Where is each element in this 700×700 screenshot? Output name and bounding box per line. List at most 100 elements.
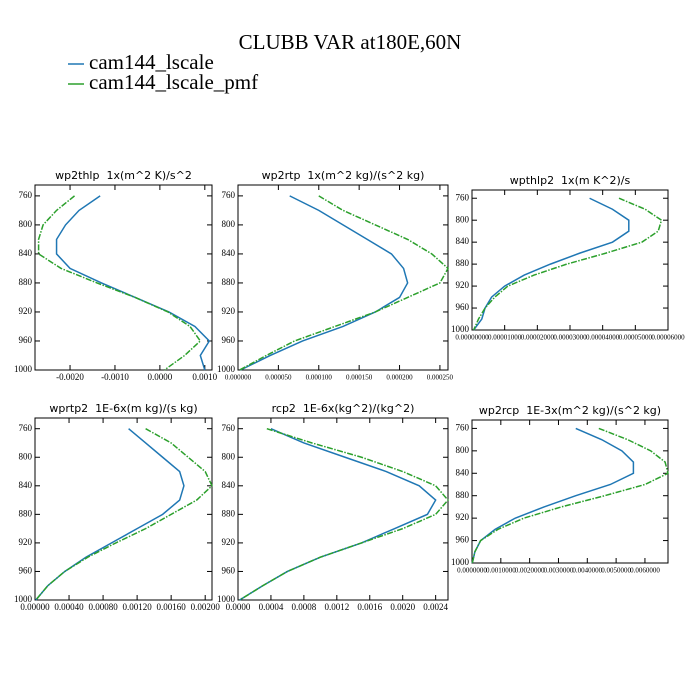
panel-title: wp2thlp 1x(m^2 K)/s^2 <box>55 169 192 182</box>
y-tick-label: 920 <box>19 306 33 316</box>
x-tick-label: 0.0060000 <box>630 567 660 575</box>
y-tick-label: 760 <box>222 423 236 433</box>
x-tick-label: 0.0010 <box>192 372 217 382</box>
y-tick-label: 800 <box>456 445 470 455</box>
y-tick-label: 840 <box>456 467 470 477</box>
y-tick-label: 1000 <box>14 594 33 604</box>
y-tick-label: 1000 <box>451 557 470 567</box>
y-tick-label: 960 <box>456 535 470 545</box>
y-tick-label: 840 <box>222 248 236 258</box>
x-tick-label: 0.00040 <box>54 602 84 612</box>
profile-line <box>471 427 669 564</box>
y-tick-label: 960 <box>19 566 33 576</box>
y-tick-label: 1000 <box>217 364 236 374</box>
y-tick-label: 1000 <box>217 594 236 604</box>
y-tick-label: 960 <box>19 335 33 345</box>
profile-line <box>35 428 213 601</box>
x-tick-label: 0.00120 <box>122 602 152 612</box>
x-tick-label: 0.00004000 <box>586 334 620 342</box>
x-tick-label: 0.00005000 <box>619 334 653 342</box>
y-tick-label: 1000 <box>451 324 470 334</box>
x-tick-label: 0.0024 <box>423 602 448 612</box>
panel-title: wpthlp2 1x(m K^2)/s <box>510 174 631 187</box>
y-tick-label: 920 <box>456 512 470 522</box>
plot-frame <box>237 184 449 371</box>
x-tick-label: 0.000050 <box>265 374 292 382</box>
y-tick-label: 840 <box>222 480 236 490</box>
x-tick-label: 0.0040000 <box>572 567 602 575</box>
y-tick-label: 800 <box>19 451 33 461</box>
y-tick-label: 920 <box>222 537 236 547</box>
x-tick-label: 0.00080 <box>88 602 118 612</box>
plot-frame <box>34 417 213 601</box>
x-tick-label: 0.0020000 <box>515 567 545 575</box>
x-tick-label: 0.000250 <box>427 374 454 382</box>
x-tick-label: 0.00160 <box>157 602 187 612</box>
y-tick-label: 880 <box>456 490 470 500</box>
x-tick-label: 0.0050000 <box>601 567 631 575</box>
x-tick-label: 0.00000 <box>20 602 50 612</box>
y-tick-label: 960 <box>222 335 236 345</box>
profile-line <box>37 195 202 371</box>
x-tick-label: 0.0004 <box>259 602 284 612</box>
y-tick-label: 920 <box>19 537 33 547</box>
x-tick-label: 0.0016 <box>357 602 382 612</box>
profile-line <box>472 197 663 331</box>
x-tick-label: 0.00002000 <box>521 334 555 342</box>
x-tick-label: 0.000200 <box>386 374 413 382</box>
x-tick-label: 0.0008 <box>292 602 317 612</box>
figure-title: CLUBB VAR at180E,60N <box>239 30 462 54</box>
panel-title: wprtp2 1E-6x(m kg)/(s kg) <box>49 402 197 415</box>
panel-title: rcp2 1E-6x(kg^2)/(kg^2) <box>272 402 415 415</box>
x-tick-label: 0.0000 <box>226 602 251 612</box>
x-tick-label: -0.0020 <box>56 372 84 382</box>
y-tick-label: 800 <box>222 219 236 229</box>
y-tick-label: 880 <box>19 277 33 287</box>
x-tick-label: 0.000100 <box>306 374 333 382</box>
x-tick-label: 0.0000000 <box>457 567 487 575</box>
plot-frame <box>237 417 449 601</box>
y-tick-label: 880 <box>19 508 33 518</box>
y-tick-label: 920 <box>456 280 470 290</box>
profile-line <box>55 195 211 371</box>
y-tick-label: 840 <box>456 236 470 246</box>
y-tick-label: 920 <box>222 306 236 316</box>
y-tick-label: 760 <box>456 422 470 432</box>
plot-frame <box>34 184 213 371</box>
x-tick-label: 0.00006000 <box>651 334 685 342</box>
x-tick-label: 0.00003000 <box>553 334 587 342</box>
y-tick-label: 760 <box>19 190 33 200</box>
panel-title: wp2rcp 1E-3x(m^2 kg)/(s^2 kg) <box>479 404 661 417</box>
x-tick-label: 0.0020 <box>390 602 415 612</box>
x-tick-label: 0.0010000 <box>486 567 516 575</box>
y-tick-label: 760 <box>456 192 470 202</box>
x-tick-label: 0.0030000 <box>544 567 574 575</box>
x-tick-label: 0.00001000 <box>488 334 522 342</box>
y-tick-label: 880 <box>456 258 470 268</box>
profile-line <box>239 427 449 601</box>
y-tick-label: 840 <box>19 248 33 258</box>
y-tick-label: 1000 <box>14 364 33 374</box>
x-tick-label: 0.0012 <box>324 602 349 612</box>
profile-line <box>239 195 449 371</box>
profile-line <box>240 195 409 371</box>
y-tick-label: 800 <box>222 451 236 461</box>
y-tick-label: 800 <box>456 214 470 224</box>
y-tick-label: 800 <box>19 219 33 229</box>
legend-label: cam144_lscale_pmf <box>89 70 258 94</box>
y-tick-label: 760 <box>222 190 236 200</box>
y-tick-label: 960 <box>456 302 470 312</box>
y-tick-label: 960 <box>222 566 236 576</box>
x-tick-label: 0.000000 <box>225 374 252 382</box>
panel-title: wp2rtp 1x(m^2 kg)/(s^2 kg) <box>262 169 425 182</box>
y-tick-label: 880 <box>222 508 236 518</box>
x-tick-label: 0.00000000 <box>455 334 489 342</box>
y-tick-label: 760 <box>19 423 33 433</box>
x-tick-label: -0.0010 <box>101 372 129 382</box>
y-tick-label: 880 <box>222 277 236 287</box>
x-tick-label: 0.000150 <box>346 374 373 382</box>
y-tick-label: 840 <box>19 480 33 490</box>
legend-label: cam144_lscale <box>89 50 214 74</box>
